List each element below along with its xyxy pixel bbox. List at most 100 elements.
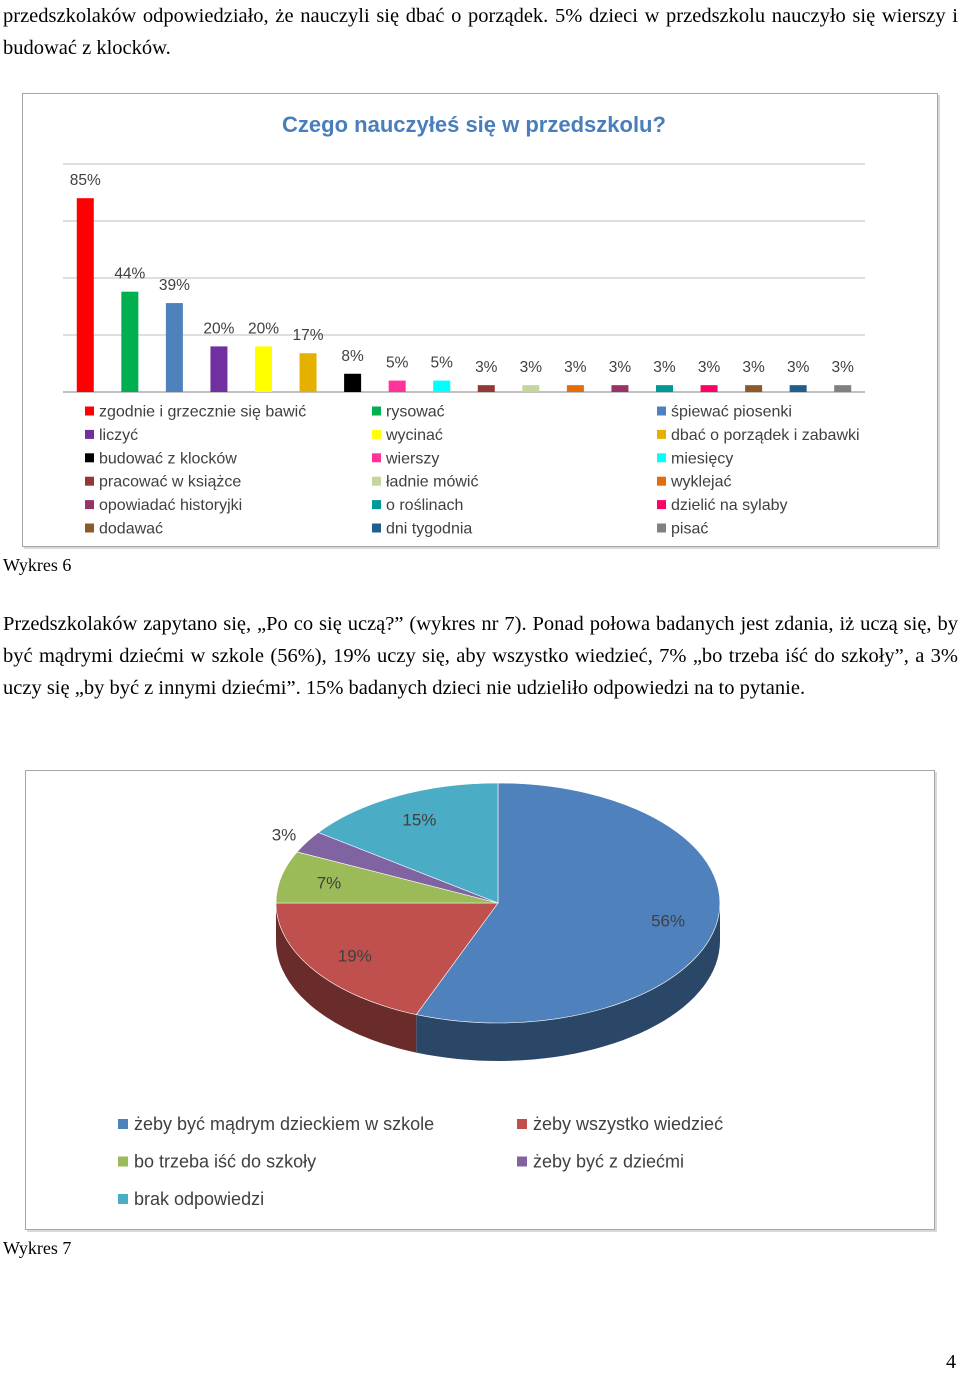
pie-chart: 56% 19% 7% 3% 15% żeby być mądrym dzieckiem w… [118, 782, 723, 1209]
bar-data-label: 20% [248, 320, 279, 337]
bar-data-label: 3% [520, 359, 543, 376]
bar-chart: Czego nauczyłeś się w przedszkolu? 85% 44%… [63, 112, 865, 538]
bar-data-label: 3% [742, 359, 765, 376]
legend-swatch [657, 500, 666, 510]
legend-swatch [85, 523, 94, 533]
legend-label: rysować [386, 404, 445, 421]
legend-swatch [657, 476, 666, 486]
legend-label: żeby być z dziećmi [533, 1152, 684, 1172]
legend-label: wycinać [385, 427, 443, 444]
pie-data-label: 19% [338, 947, 372, 966]
legend-swatch [517, 1119, 527, 1129]
caption-wykres-6: Wykres 6 [3, 555, 72, 575]
pie-top [275, 782, 721, 1024]
bar-data-label: 3% [609, 359, 632, 376]
bar [700, 385, 718, 392]
bar [566, 385, 584, 392]
legend-swatch [657, 406, 666, 416]
bar-data-label: 3% [475, 359, 498, 376]
legend-label: dni tygodnia [386, 521, 472, 538]
bar [210, 346, 228, 392]
pie-slice [275, 902, 499, 1015]
legend-label: dbać o porządek i zabawki [671, 427, 860, 444]
legend-swatch [85, 476, 94, 486]
bar [165, 303, 183, 392]
bar [477, 385, 495, 392]
bar-chart-title: Czego nauczyłeś się w przedszkolu? [282, 112, 666, 137]
bar-data-label: 3% [832, 359, 855, 376]
bar [611, 385, 629, 392]
paragraph-wykres-7: Przedszkolaków zapytano się, „Po co się … [3, 613, 958, 699]
intro-paragraph: przedszkolaków odpowiedziało, że nauczyl… [3, 5, 958, 59]
legend-label: śpiewać piosenki [671, 404, 792, 421]
legend-label: wyklejać [670, 474, 731, 491]
page-number: 4 [946, 1351, 956, 1373]
bar-data-label: 20% [203, 320, 234, 337]
bar-chart-frame: Czego nauczyłeś się w przedszkolu? 85% 44%… [22, 93, 938, 547]
pie-slice [415, 782, 721, 1024]
pie-data-label: 56% [651, 912, 685, 931]
legend-swatch [118, 1156, 128, 1167]
bar [656, 385, 673, 392]
legend-label: wierszy [385, 450, 439, 467]
bar-data-label: 85% [70, 172, 101, 189]
legend-swatch [657, 429, 666, 439]
bar-data-label: 17% [293, 327, 324, 344]
legend-swatch [657, 453, 666, 463]
legend-label: budować z klocków [99, 450, 237, 467]
legend-swatch [118, 1194, 128, 1204]
pie-slice-side [276, 903, 417, 1053]
bar-data-label: 5% [431, 355, 454, 372]
bar [745, 385, 763, 392]
legend-swatch [372, 500, 381, 510]
bar [789, 385, 807, 392]
bar-data-label: 3% [787, 359, 810, 376]
legend-label: opowiadać historyjki [99, 497, 242, 514]
bar [522, 385, 540, 392]
pie-chart-frame: 56% 19% 7% 3% 15% żeby być mądrym dzieckiem w… [25, 770, 935, 1230]
legend-label: ładnie mówić [386, 474, 478, 491]
legend-swatch [85, 453, 94, 463]
legend-swatch [372, 406, 381, 416]
bar-data-label: 39% [159, 277, 190, 294]
legend-label: żeby wszystko wiedzieć [533, 1114, 723, 1134]
pie-slice-side [416, 903, 720, 1061]
bar-data-label: 3% [564, 359, 587, 376]
legend-swatch [85, 429, 94, 439]
bar-data-label: 8% [341, 348, 364, 365]
legend-swatch [372, 429, 381, 439]
pie-data-label: 3% [272, 826, 297, 845]
legend-label: pisać [671, 521, 708, 538]
bar-data-label: 44% [114, 266, 145, 283]
legend-swatch [657, 523, 666, 533]
legend-label: brak odpowiedzi [134, 1189, 264, 1209]
legend-label: liczyć [99, 427, 138, 444]
bar-data-label: 3% [653, 359, 676, 376]
bar [255, 346, 272, 392]
legend-swatch [85, 406, 94, 416]
bar [433, 380, 451, 392]
legend-swatch [85, 500, 94, 510]
legend-label: o roślinach [386, 497, 463, 514]
pie-side [276, 903, 720, 1061]
legend-label: miesięcy [671, 450, 733, 467]
bar-data-label: 5% [386, 355, 409, 372]
pie-slice [317, 782, 499, 904]
bar [299, 353, 317, 392]
bar [76, 198, 94, 392]
caption-wykres-7: Wykres 7 [3, 1238, 72, 1258]
legend-swatch [372, 476, 381, 486]
bar [344, 373, 362, 392]
legend-label: bo trzeba iść do szkoły [134, 1152, 316, 1172]
bar [388, 380, 406, 392]
legend-label: zgodnie i grzecznie się bawić [99, 404, 306, 421]
legend-swatch [372, 523, 381, 533]
bar-data-label: 3% [698, 359, 721, 376]
bar [834, 385, 852, 392]
pie-data-label: 15% [402, 811, 436, 830]
legend-swatch [118, 1119, 128, 1129]
bar [121, 291, 139, 392]
legend-label: dodawać [99, 521, 163, 538]
legend-label: dzielić na sylaby [671, 497, 788, 514]
legend-swatch [517, 1156, 527, 1167]
